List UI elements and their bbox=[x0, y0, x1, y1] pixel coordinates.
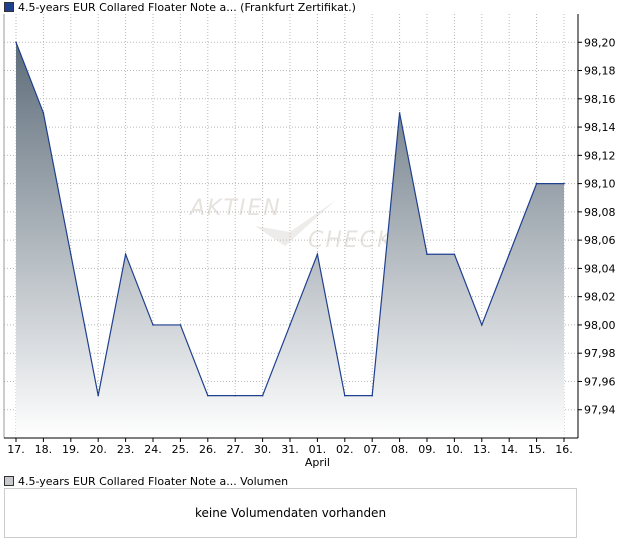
x-tick-label: 31. bbox=[281, 443, 299, 456]
x-tick-label: 16. bbox=[555, 443, 573, 456]
x-tick-label: 02. bbox=[336, 443, 354, 456]
data-point bbox=[426, 253, 428, 256]
volume-legend-swatch bbox=[4, 476, 14, 486]
volume-empty-message: keine Volumendaten vorhanden bbox=[194, 506, 387, 520]
x-tick-label: 19. bbox=[62, 443, 80, 456]
data-point bbox=[179, 324, 182, 326]
data-point bbox=[152, 324, 154, 326]
x-tick-label: 20. bbox=[89, 443, 107, 456]
price-legend-swatch bbox=[4, 2, 14, 12]
x-month-label: April bbox=[305, 456, 330, 469]
x-tick-label: 15. bbox=[528, 443, 546, 456]
y-tick-label: 98,06 bbox=[584, 234, 616, 247]
area-layer bbox=[15, 41, 565, 439]
y-tick-label: 98,10 bbox=[584, 178, 616, 191]
x-tick-label: 30. bbox=[254, 443, 272, 456]
volume-legend-label: 4.5-years EUR Collared Floater Note a...… bbox=[18, 474, 289, 488]
watermark-line2: CHECK bbox=[308, 228, 394, 253]
data-point bbox=[398, 112, 401, 114]
data-point bbox=[124, 253, 127, 256]
x-tick-label: 13. bbox=[473, 443, 491, 456]
x-tick-label: 18. bbox=[35, 443, 53, 456]
data-point bbox=[97, 394, 99, 397]
x-tick-label: 26. bbox=[199, 443, 217, 456]
data-point bbox=[261, 394, 264, 397]
data-point bbox=[453, 253, 456, 256]
data-point bbox=[289, 324, 291, 326]
x-tick-label: 07. bbox=[363, 443, 381, 456]
data-point bbox=[535, 182, 538, 185]
data-point bbox=[508, 253, 511, 256]
data-point bbox=[42, 112, 45, 114]
y-tick-label: 97,96 bbox=[584, 375, 616, 388]
y-tick-label: 98,14 bbox=[584, 121, 616, 134]
x-tick-label: 25. bbox=[172, 443, 190, 456]
x-tick-label: 17. bbox=[7, 443, 25, 456]
x-tick-label: 09. bbox=[418, 443, 436, 456]
data-point bbox=[371, 394, 374, 397]
x-tick-label: 24. bbox=[144, 443, 162, 456]
y-tick-label: 98,04 bbox=[584, 262, 616, 275]
watermark-line1: AKTIEN bbox=[188, 196, 282, 221]
x-tick-label: 01. bbox=[309, 443, 327, 456]
y-axis-labels: 98,20 98,18 98,16 98,14 98,12 98,10 98,08 98,06… bbox=[578, 36, 616, 417]
y-tick-label: 98,00 bbox=[584, 319, 616, 332]
data-point bbox=[563, 182, 565, 185]
x-axis-labels: 17. 18. 19. 20. 23. 24. 25. 26. 27. 30. 31. 01.Apri… bbox=[7, 438, 573, 469]
volume-legend: 4.5-years EUR Collared Floater Note a...… bbox=[4, 474, 288, 488]
data-point bbox=[481, 324, 483, 326]
data-point bbox=[15, 41, 17, 44]
x-tick-label: 10. bbox=[446, 443, 464, 456]
data-point bbox=[234, 394, 236, 397]
y-tick-label: 98,12 bbox=[584, 149, 616, 162]
x-tick-label: 08. bbox=[391, 443, 409, 456]
y-tick-label: 98,18 bbox=[584, 65, 616, 78]
x-tick-label: 14. bbox=[500, 443, 518, 456]
data-point bbox=[207, 394, 209, 397]
x-tick-label: 23. bbox=[117, 443, 135, 456]
x-tick-label: 27. bbox=[226, 443, 244, 456]
y-tick-label: 97,98 bbox=[584, 347, 616, 360]
data-point bbox=[70, 253, 72, 256]
axis-layer bbox=[3, 14, 579, 439]
y-tick-label: 98,08 bbox=[584, 206, 616, 219]
price-legend-label: 4.5-years EUR Collared Floater Note a...… bbox=[18, 0, 356, 14]
y-tick-label: 98,20 bbox=[584, 36, 616, 49]
aktiencheck-watermark: AKTIEN CHECK bbox=[188, 196, 394, 253]
watermark-check-icon bbox=[255, 200, 336, 246]
y-tick-label: 98,16 bbox=[584, 93, 616, 106]
data-point bbox=[344, 394, 346, 397]
price-legend: 4.5-years EUR Collared Floater Note a...… bbox=[4, 0, 356, 14]
price-chart: AKTIEN CHECK 98,2098,1898,1698,1498,1298… bbox=[3, 14, 616, 469]
price-area bbox=[16, 42, 564, 439]
data-point bbox=[316, 253, 319, 256]
y-tick-label: 98,02 bbox=[584, 291, 616, 304]
y-tick-label: 97,94 bbox=[584, 404, 616, 417]
volume-panel: keine Volumendaten vorhanden bbox=[4, 488, 577, 538]
